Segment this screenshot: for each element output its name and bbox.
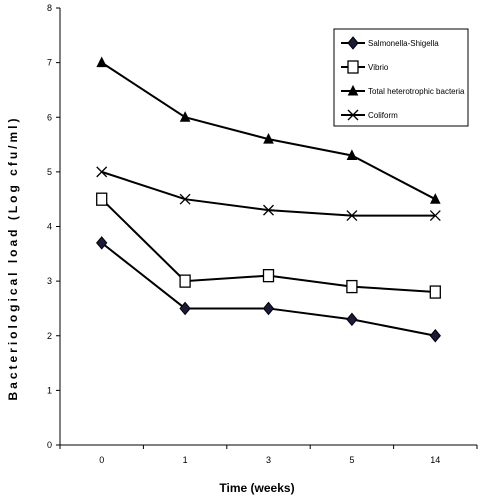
data-point xyxy=(429,285,441,299)
data-point xyxy=(429,328,441,343)
data-point xyxy=(179,193,191,205)
series-line xyxy=(101,170,436,217)
series-0 xyxy=(96,236,441,343)
series-layer xyxy=(96,56,441,343)
data-point xyxy=(429,193,441,204)
legend-swatch-marker xyxy=(347,60,359,74)
data-point xyxy=(263,132,274,144)
y-axis: 0 1 2 3 4 5 6 7 8 xyxy=(47,3,61,450)
data-point xyxy=(96,56,108,68)
y-tick-label: 8 xyxy=(47,3,52,13)
y-tick-label: 5 xyxy=(47,167,52,177)
y-tick-label: 0 xyxy=(47,440,52,450)
y-tick-label: 4 xyxy=(47,222,52,232)
data-point xyxy=(179,111,191,122)
data-point xyxy=(346,210,358,222)
legend-swatch-marker xyxy=(347,84,359,96)
legend-item: Salmonella-Shigella xyxy=(341,36,439,50)
x-ticks: 0 1 3 5 14 xyxy=(59,445,478,465)
data-point xyxy=(96,192,108,206)
data-point xyxy=(262,269,275,283)
x-tick-label: 5 xyxy=(349,455,354,465)
legend-item: Coliform xyxy=(341,109,398,121)
legend-items: Salmonella-Shigella Vibrio Total heterotro… xyxy=(341,36,465,121)
x-tick-label: 0 xyxy=(99,455,104,465)
x-axis: 0 1 3 5 14 xyxy=(59,444,478,465)
legend-item: Total heterotrophic bacteria xyxy=(341,84,465,96)
data-point xyxy=(263,204,274,216)
data-point xyxy=(346,312,358,327)
y-tick-label: 1 xyxy=(47,385,52,395)
data-point xyxy=(262,301,275,316)
legend-label: Total heterotrophic bacteria xyxy=(368,87,465,96)
data-point xyxy=(179,274,191,288)
data-point xyxy=(96,166,108,178)
data-point xyxy=(429,210,441,222)
x-axis-title: Time (weeks) xyxy=(219,481,294,495)
y-tick-label: 6 xyxy=(47,112,52,122)
data-point xyxy=(346,279,358,294)
legend: Salmonella-Shigella Vibrio Total heterotro… xyxy=(333,28,469,127)
y-ticks: 0 1 2 3 4 5 6 7 8 xyxy=(47,3,60,450)
x-tick-label: 14 xyxy=(430,455,440,465)
x-tick-label: 3 xyxy=(266,455,271,465)
data-point xyxy=(96,236,108,250)
series-3 xyxy=(96,166,441,222)
legend-swatch-marker xyxy=(347,109,359,121)
data-point xyxy=(179,301,191,316)
legend-label: Coliform xyxy=(368,111,398,120)
y-tick-label: 3 xyxy=(47,276,52,286)
legend-swatch-marker xyxy=(347,36,359,50)
y-tick-label: 7 xyxy=(47,58,52,68)
data-point xyxy=(346,149,358,160)
series-1 xyxy=(96,192,441,299)
y-tick-label: 2 xyxy=(47,331,52,341)
legend-label: Salmonella-Shigella xyxy=(368,39,439,48)
x-tick-label: 1 xyxy=(183,455,188,465)
y-axis-title: Bacteriological load (Log cfu/ml) xyxy=(6,115,20,400)
legend-label: Vibrio xyxy=(368,63,389,72)
legend-item: Vibrio xyxy=(341,60,389,74)
series-2 xyxy=(96,56,441,204)
